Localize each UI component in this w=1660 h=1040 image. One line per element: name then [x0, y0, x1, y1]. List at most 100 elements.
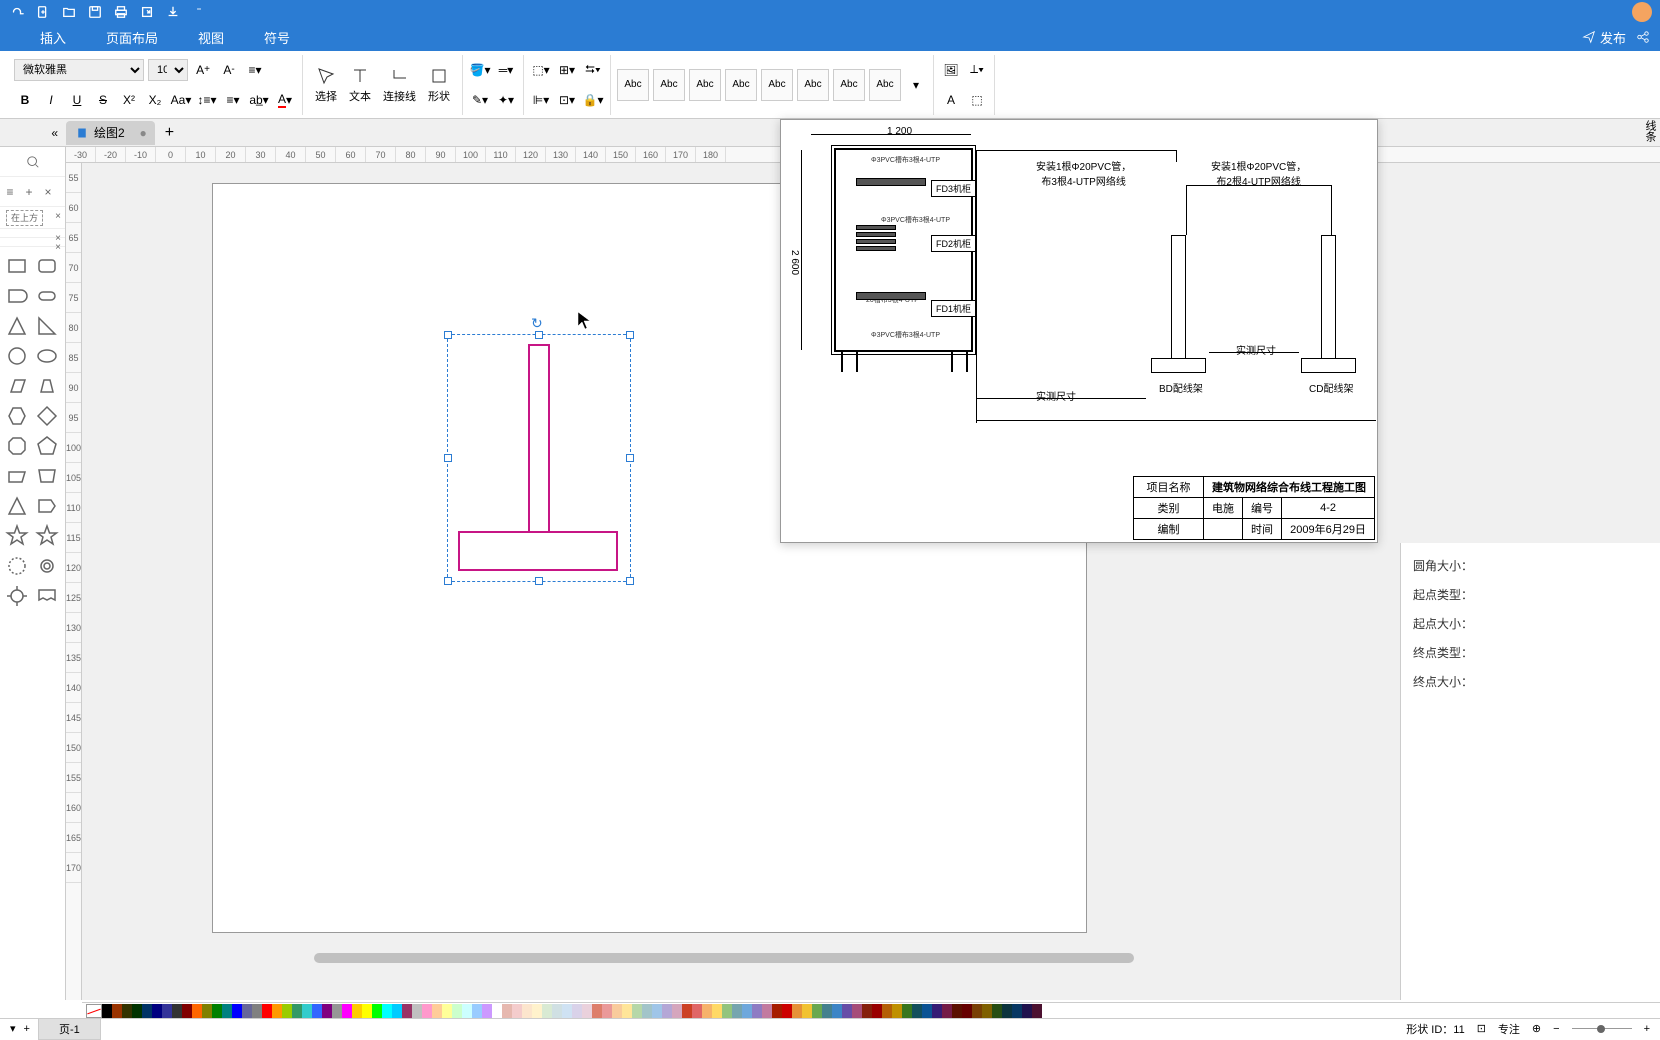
shape-mode[interactable]: 形状	[422, 64, 456, 106]
strike-icon[interactable]: S	[92, 89, 114, 111]
color-ead1dc[interactable]	[582, 1004, 592, 1018]
style-2[interactable]: Abc	[653, 69, 685, 101]
line-color-icon[interactable]: ✎▾	[469, 89, 491, 111]
color-993300[interactable]	[112, 1004, 122, 1018]
shape-trap3[interactable]	[32, 461, 62, 491]
color-f6b26b[interactable]	[702, 1004, 712, 1018]
shape-arrow-pentagon[interactable]	[32, 491, 62, 521]
shape-gear2[interactable]	[2, 581, 32, 611]
color-990000[interactable]	[872, 1004, 882, 1018]
color-073763[interactable]	[1012, 1004, 1022, 1018]
color-bf9000[interactable]	[892, 1004, 902, 1018]
color-7f6000[interactable]	[982, 1004, 992, 1018]
style-more-icon[interactable]: ▾	[905, 74, 927, 96]
shape-parallelogram[interactable]	[2, 371, 32, 401]
color-a2c4c9[interactable]	[642, 1004, 652, 1018]
color-e6b8af[interactable]	[502, 1004, 512, 1018]
text-mode[interactable]: 文本	[343, 64, 377, 106]
menu-insert[interactable]: 插入	[40, 28, 66, 47]
color-ff6600[interactable]	[192, 1004, 202, 1018]
color-5b0f00[interactable]	[952, 1004, 962, 1018]
color-d0e0e3[interactable]	[552, 1004, 562, 1018]
shape-trap2[interactable]	[2, 461, 32, 491]
sidebar-add-icon[interactable]: +	[26, 185, 40, 199]
color-6fa8dc[interactable]	[742, 1004, 752, 1018]
color-3366ff[interactable]	[312, 1004, 322, 1018]
document-tab[interactable]: 绘图2 ●	[66, 121, 155, 145]
color-cc4125[interactable]	[682, 1004, 692, 1018]
lock-icon[interactable]: 🔒▾	[582, 89, 604, 111]
publish-button[interactable]: 发布	[1582, 28, 1626, 47]
effects-icon[interactable]: ✦▾	[495, 89, 517, 111]
style-6[interactable]: Abc	[797, 69, 829, 101]
color-800000[interactable]	[182, 1004, 192, 1018]
color-99cc00[interactable]	[282, 1004, 292, 1018]
shape-octagon[interactable]	[2, 431, 32, 461]
color-e69138[interactable]	[792, 1004, 802, 1018]
color-8e7cc3[interactable]	[752, 1004, 762, 1018]
align-icon[interactable]: ≡▾	[244, 59, 266, 81]
color-cfe2f3[interactable]	[562, 1004, 572, 1018]
color-ff00ff[interactable]	[342, 1004, 352, 1018]
align-obj-icon[interactable]: ⊫▾	[530, 89, 552, 111]
color-ff0000[interactable]	[262, 1004, 272, 1018]
color-9fc5e8[interactable]	[652, 1004, 662, 1018]
layer-icon[interactable]: ⬚	[966, 89, 988, 111]
shape-roundrect[interactable]	[32, 251, 62, 281]
color-351c75[interactable]	[932, 1004, 942, 1018]
color-274e13[interactable]	[992, 1004, 1002, 1018]
highlight-icon[interactable]: ab̲▾	[248, 89, 270, 111]
page-tab[interactable]: 页-1	[38, 1018, 101, 1040]
shape-halfround[interactable]	[2, 281, 32, 311]
color-a64d79[interactable]	[852, 1004, 862, 1018]
color-none[interactable]	[86, 1004, 102, 1018]
export-icon[interactable]	[138, 3, 156, 21]
sidebar-section-2[interactable]: ×	[0, 229, 65, 238]
color-333333[interactable]	[172, 1004, 182, 1018]
color-008080[interactable]	[222, 1004, 232, 1018]
share-icon[interactable]	[1636, 30, 1650, 44]
color-0000ff[interactable]	[232, 1004, 242, 1018]
color-b45f06[interactable]	[882, 1004, 892, 1018]
shape-pentagon[interactable]	[32, 431, 62, 461]
handle-ml[interactable]	[444, 454, 452, 462]
add-page-icon[interactable]: +	[24, 1023, 30, 1035]
color-003300[interactable]	[132, 1004, 142, 1018]
handle-tr[interactable]	[626, 331, 634, 339]
color-85200c[interactable]	[862, 1004, 872, 1018]
bold-icon[interactable]: B	[14, 89, 36, 111]
color-fff2cc[interactable]	[532, 1004, 542, 1018]
crop-icon[interactable]: ⟂▾	[966, 59, 988, 81]
shape-diamond[interactable]	[32, 401, 62, 431]
color-00ccff[interactable]	[392, 1004, 402, 1018]
tabs-collapse-icon[interactable]: «	[51, 126, 58, 140]
shape-circle[interactable]	[2, 341, 32, 371]
shape-triangle2[interactable]	[2, 491, 32, 521]
list-icon[interactable]: ≡▾	[222, 89, 244, 111]
color-38761d[interactable]	[902, 1004, 912, 1018]
color-ffffff[interactable]	[492, 1004, 502, 1018]
select-mode[interactable]: 选择	[309, 64, 343, 106]
sidebar-search[interactable]	[0, 147, 65, 177]
color-99ccff[interactable]	[472, 1004, 482, 1018]
handle-bl[interactable]	[444, 577, 452, 585]
sidebar-list-icon[interactable]: ≡	[7, 185, 21, 199]
menu-icon[interactable]: ▾	[10, 1022, 16, 1035]
shape-gear[interactable]	[32, 551, 62, 581]
color-b4a7d6[interactable]	[662, 1004, 672, 1018]
color-ffcc99[interactable]	[432, 1004, 442, 1018]
distribute-icon[interactable]: ⊡▾	[556, 89, 578, 111]
connector-mode[interactable]: 连接线	[377, 64, 422, 106]
color-ffcc00[interactable]	[352, 1004, 362, 1018]
avatar[interactable]	[1632, 2, 1652, 22]
color-333399[interactable]	[162, 1004, 172, 1018]
color-808080[interactable]	[252, 1004, 262, 1018]
shape-trapezoid[interactable]	[32, 371, 62, 401]
line-style-icon[interactable]: ═▾	[495, 59, 517, 81]
color-76a5af[interactable]	[732, 1004, 742, 1018]
color-d9ead3[interactable]	[542, 1004, 552, 1018]
scrollbar-horizontal[interactable]	[164, 952, 1400, 964]
font-size-select[interactable]: 10	[148, 59, 188, 81]
shape-star[interactable]	[2, 521, 32, 551]
color-993366[interactable]	[402, 1004, 412, 1018]
